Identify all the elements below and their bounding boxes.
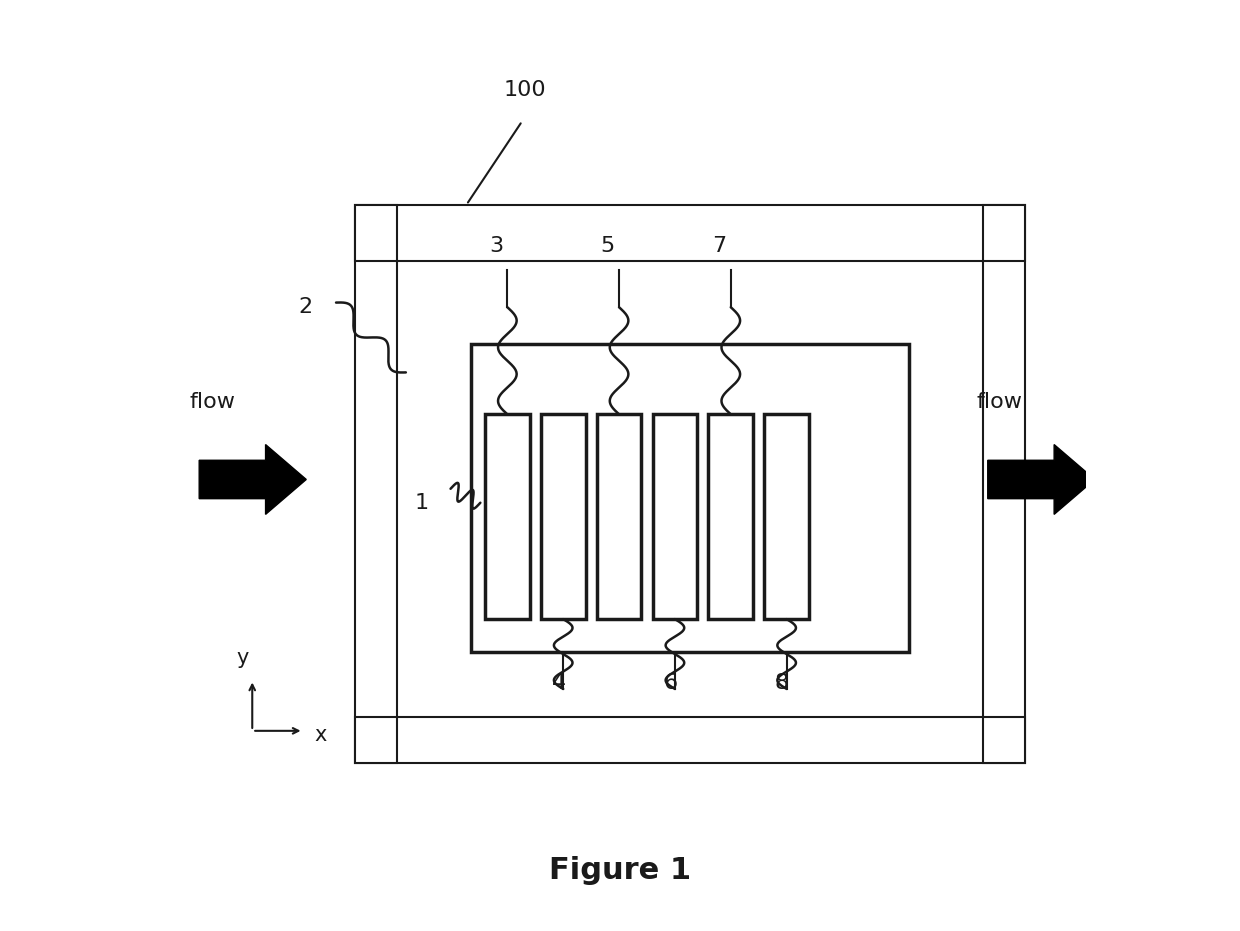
Bar: [397, 261, 983, 717]
Text: 8: 8: [775, 673, 789, 693]
Text: 7: 7: [713, 236, 727, 256]
Text: 4: 4: [552, 673, 565, 693]
Text: flow: flow: [190, 393, 236, 412]
FancyArrow shape: [200, 445, 306, 514]
Bar: [596, 414, 641, 619]
Bar: [983, 717, 1025, 763]
Bar: [541, 414, 585, 619]
Text: 100: 100: [503, 80, 547, 100]
Text: y: y: [237, 649, 249, 668]
Bar: [983, 205, 1025, 261]
Bar: [355, 205, 1025, 763]
Text: 5: 5: [600, 236, 615, 256]
Bar: [708, 414, 753, 619]
Bar: [652, 414, 697, 619]
Text: x: x: [315, 725, 327, 746]
Text: 6: 6: [663, 673, 677, 693]
Bar: [355, 205, 397, 261]
Text: flow: flow: [977, 393, 1023, 412]
Text: 3: 3: [489, 236, 503, 256]
FancyArrow shape: [988, 445, 1095, 514]
Bar: [355, 717, 397, 763]
Bar: [471, 344, 909, 652]
Bar: [764, 414, 808, 619]
Text: 2: 2: [299, 297, 312, 317]
Bar: [485, 414, 529, 619]
Text: Figure 1: Figure 1: [549, 856, 691, 885]
Text: 1: 1: [415, 492, 429, 513]
